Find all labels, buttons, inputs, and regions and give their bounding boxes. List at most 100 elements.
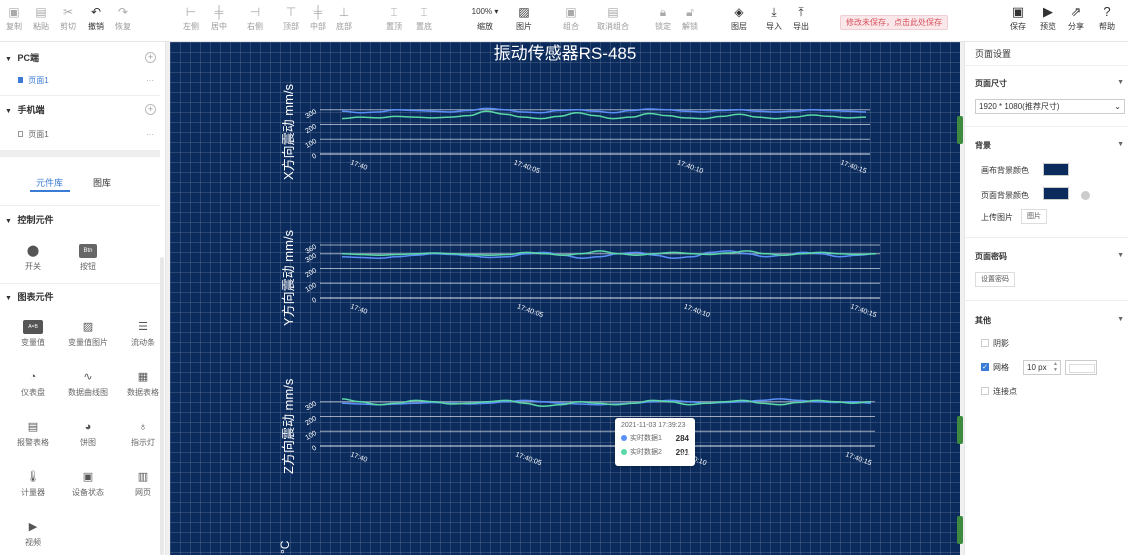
set-password-button[interactable]: 设置密码 <box>975 272 1015 287</box>
preview-icon: ▶ <box>1043 4 1053 19</box>
toolbar-zoom-button[interactable]: 100% ▾ 缩放 <box>465 3 505 39</box>
component-video[interactable]: ▶ 视频 <box>8 520 58 548</box>
toolbar-button-label: 导入 <box>766 22 782 31</box>
grid-checkbox[interactable]: ✓ <box>981 363 989 371</box>
toolbar-cut-button[interactable]: ✂ 剪切 <box>57 3 79 39</box>
toolbar-align-bottom-button[interactable]: ⊥ 底部 <box>333 3 355 39</box>
toolbar-share-button[interactable]: ⇗ 分享 <box>1063 3 1089 39</box>
tab-gallery[interactable]: 图库 <box>93 178 112 188</box>
toolbar-redo-button[interactable]: ↷ 恢复 <box>112 3 134 39</box>
more-icon[interactable]: ··· <box>146 130 154 139</box>
toolbar-undo-button[interactable]: ↶ 撤销 <box>85 3 107 39</box>
y-tick-label: 100 <box>304 430 318 442</box>
line-chart[interactable]: 0 100 200 300 17:40 17:40:05 17:40:10 17:40:15 <box>298 390 883 476</box>
component-alarm-table[interactable]: ▤ 报警表格 <box>8 420 58 448</box>
background-section[interactable]: 背景 <box>975 141 991 150</box>
left-scrollbar[interactable] <box>160 257 164 555</box>
x-tick-label: 17:40:05 <box>516 303 544 319</box>
toolbar-align-center-button[interactable]: ╪ 居中 <box>208 3 230 39</box>
component-curve-chart[interactable]: ∿ 数据曲线图 <box>63 370 113 398</box>
toolbar-send-bottom-button[interactable]: ⌶ 置底 <box>413 3 435 39</box>
toolbar-button-label: 缩放 <box>477 22 493 31</box>
help-icon[interactable] <box>1081 191 1090 200</box>
series-line-2[interactable] <box>341 250 877 257</box>
canvas-bg-swatch[interactable] <box>1043 163 1069 176</box>
other-section[interactable]: 其他 <box>975 316 991 325</box>
tab-underline <box>30 190 70 192</box>
toolbar-bring-top-button[interactable]: ⌶ 置顶 <box>383 3 405 39</box>
component-device-status[interactable]: ▣ 设备状态 <box>63 470 113 498</box>
page-password-section[interactable]: 页面密码 <box>975 252 1007 261</box>
toolbar-button-label: 图片 <box>516 22 532 31</box>
connect-point-checkbox[interactable] <box>981 387 989 395</box>
component-indicator-light[interactable]: ♁ 指示灯 <box>118 420 165 448</box>
add-page-icon[interactable]: + <box>145 104 156 115</box>
toolbar-import-button[interactable]: ⤓ 导入 <box>763 3 785 39</box>
series-line-2[interactable] <box>341 398 872 407</box>
component-gauge[interactable]: ◔ 仪表盘 <box>8 370 58 398</box>
pc-section-header[interactable]: ▼ PC端 + <box>0 46 160 70</box>
upload-image-button[interactable]: 图片 <box>1021 209 1047 224</box>
toolbar-align-middle-button[interactable]: ╪ 中部 <box>307 3 329 39</box>
page-size-select[interactable]: 1920 * 1080(推荐尺寸) ⌄ <box>975 99 1125 114</box>
toolbar-copy-button[interactable]: ▣ 复制 <box>3 3 25 39</box>
tab-components[interactable]: 元件库 <box>36 178 64 188</box>
toolbar-lock-button[interactable]: 🔒︎ 锁定 <box>652 3 674 39</box>
toolbar-button-label: 左侧 <box>183 22 199 31</box>
grid-size-input[interactable]: 10 px ▲ ▼ <box>1023 360 1061 375</box>
grid-color-picker[interactable] <box>1065 360 1097 375</box>
series-line-1[interactable] <box>341 107 867 114</box>
component-button[interactable]: Btn 按钮 <box>63 244 113 272</box>
component-switch[interactable]: ⬤ 开关 <box>8 244 58 272</box>
toolbar-help-button[interactable]: ? 帮助 <box>1094 3 1120 39</box>
toolbar-export-button[interactable]: ⤒ 导出 <box>790 3 812 39</box>
more-icon[interactable]: ··· <box>146 76 154 85</box>
add-page-icon[interactable]: + <box>145 52 156 63</box>
toolbar-layers-button[interactable]: ◈ 图层 <box>728 3 750 39</box>
series-line-2[interactable] <box>341 110 867 120</box>
component-label: 变量值 <box>21 338 45 347</box>
component-data-table[interactable]: ▦ 数据表格 <box>118 370 165 398</box>
page-size-section[interactable]: 页面尺寸 <box>975 79 1007 88</box>
shadow-checkbox[interactable] <box>981 339 989 347</box>
toolbar-group-button[interactable]: ▣ 组合 <box>560 3 582 39</box>
caret-down-icon[interactable]: ▼ <box>1117 252 1124 259</box>
component-webpage[interactable]: ▥ 网页 <box>118 470 165 498</box>
toolbar-save-button[interactable]: ▣ 保存 <box>1005 3 1031 39</box>
stepper-icon[interactable]: ▲ ▼ <box>1053 361 1058 373</box>
video-icon: ▶ <box>28 521 38 533</box>
line-chart[interactable]: 0 100 200 300 17:40 17:40:05 17:40:10 17:40:15 <box>298 98 878 184</box>
mobile-page-item[interactable]: 页面1 ··· <box>0 124 160 146</box>
toolbar-preview-button[interactable]: ▶ 预览 <box>1035 3 1061 39</box>
mobile-section-header[interactable]: ▼ 手机端 + <box>0 98 160 122</box>
toolbar-ungroup-button[interactable]: ▤ 取消组合 <box>591 3 635 39</box>
ungroup-icon: ▤ <box>607 5 619 19</box>
y-tick-label: 300 <box>304 400 318 412</box>
design-canvas[interactable]: 振动传感器RS-485 2021-11-03 17:39:23 实时数据1 28… <box>170 42 960 555</box>
component-flow-bar[interactable]: ☰ 流动条 <box>118 320 165 348</box>
component-thermometer[interactable]: 🌡︎ 计量器 <box>8 470 58 498</box>
side-handle[interactable] <box>957 516 963 544</box>
component-variable-image[interactable]: ▨ 变量值图片 <box>63 320 113 348</box>
toolbar-paste-button[interactable]: ▤ 粘贴 <box>30 3 52 39</box>
toolbar-align-left-button[interactable]: ⊢ 左侧 <box>180 3 202 39</box>
caret-down-icon[interactable]: ▼ <box>1117 79 1124 86</box>
toolbar-align-right-button[interactable]: ⊣ 右侧 <box>244 3 266 39</box>
page-bg-swatch[interactable] <box>1043 187 1069 200</box>
toolbar-unlock-button[interactable]: 🔓︎ 解锁 <box>679 3 701 39</box>
caret-down-icon[interactable]: ▼ <box>1117 141 1124 148</box>
toolbar-image-button[interactable]: ▨ 图片 <box>513 3 535 39</box>
toolbar-align-top-button[interactable]: ⊤ 顶部 <box>280 3 302 39</box>
toolbar-button-label: 图层 <box>731 22 747 31</box>
grid-size-value: 10 px <box>1027 363 1047 372</box>
chart-section-header[interactable]: ▼ 图表元件 <box>0 285 160 309</box>
control-section-header[interactable]: ▼ 控制元件 <box>0 208 160 232</box>
side-handle[interactable] <box>957 116 963 144</box>
component-pie-chart[interactable]: ◕ 饼图 <box>63 420 113 448</box>
side-handle[interactable] <box>957 416 963 444</box>
unsaved-warning-button[interactable]: 修改未保存，点击此处保存 <box>840 15 948 30</box>
caret-down-icon[interactable]: ▼ <box>1117 316 1124 323</box>
component-variable[interactable]: A=B 变量值 <box>8 320 58 348</box>
pc-page-item[interactable]: 页面1 ··· <box>0 70 160 92</box>
